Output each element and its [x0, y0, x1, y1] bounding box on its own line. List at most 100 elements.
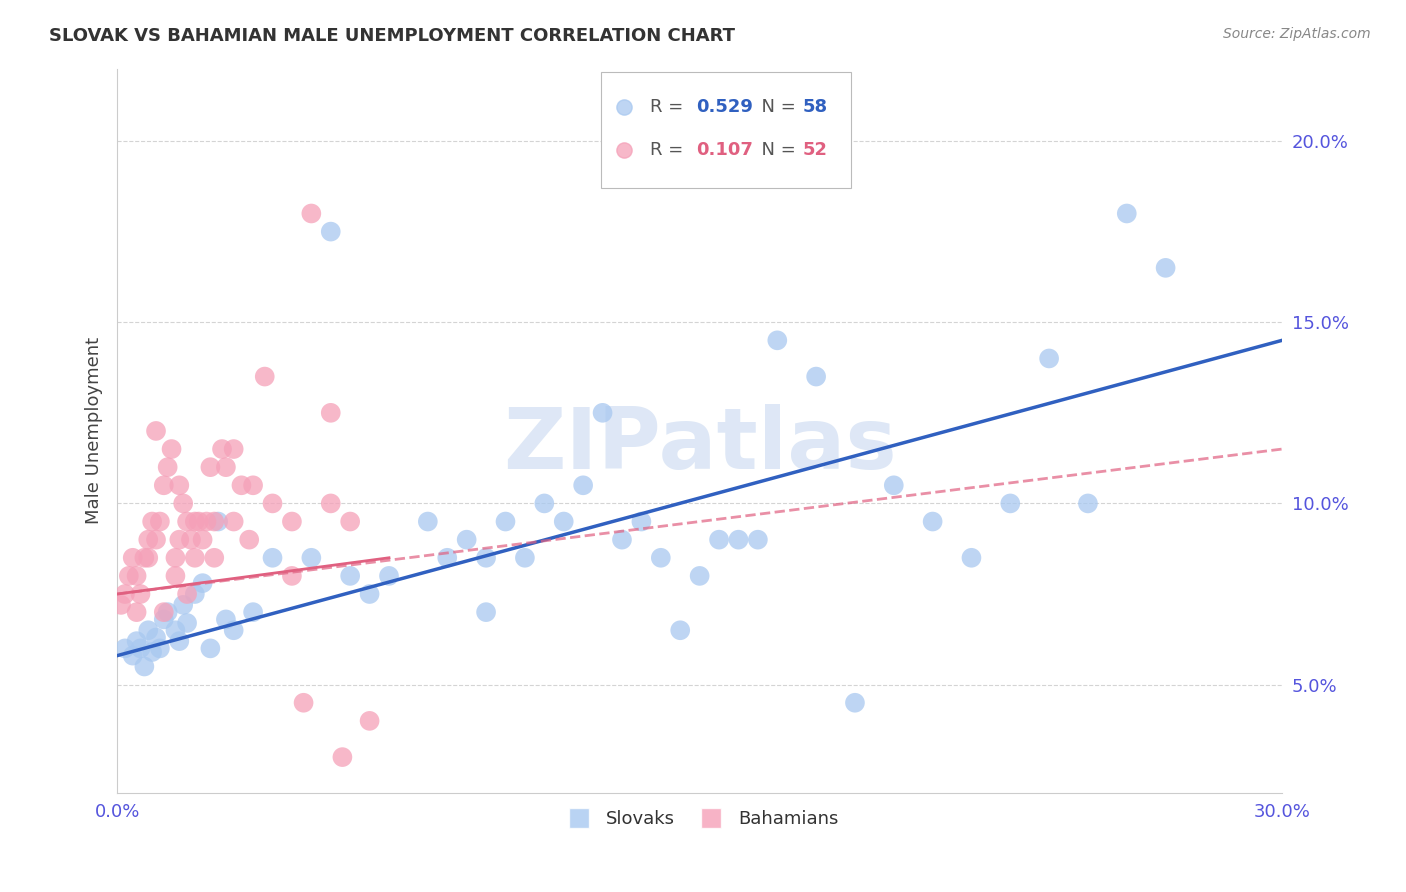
Point: [339, 515, 361, 529]
Point: [125, 634, 148, 648]
Point: [136, 550, 159, 565]
Point: [202, 550, 225, 565]
Point: [553, 515, 575, 529]
Point: [165, 550, 187, 565]
Point: [262, 496, 284, 510]
Point: [222, 442, 245, 456]
Point: [160, 442, 183, 456]
Point: [165, 569, 187, 583]
Point: [416, 515, 439, 529]
Point: [707, 533, 730, 547]
Point: [1115, 206, 1137, 220]
Point: [572, 478, 595, 492]
Point: [207, 515, 229, 529]
Point: [1077, 496, 1099, 510]
Point: [359, 587, 381, 601]
Point: [727, 533, 749, 547]
Point: [169, 478, 191, 492]
Point: [222, 624, 245, 638]
Point: [299, 206, 322, 220]
Point: [689, 569, 711, 583]
Point: [262, 550, 284, 565]
Y-axis label: Male Unemployment: Male Unemployment: [86, 337, 103, 524]
Point: [114, 587, 136, 601]
Point: [149, 641, 172, 656]
Point: [156, 460, 179, 475]
Point: [281, 515, 304, 529]
Point: [238, 533, 260, 547]
Point: [184, 515, 207, 529]
Point: [156, 605, 179, 619]
Point: [129, 641, 152, 656]
Text: 0.529: 0.529: [696, 98, 754, 116]
Point: [211, 442, 233, 456]
Point: [319, 225, 342, 239]
Text: 52: 52: [803, 142, 827, 160]
Legend: Slovaks, Bahamians: Slovaks, Bahamians: [554, 803, 846, 835]
Point: [149, 515, 172, 529]
Point: [184, 550, 207, 565]
Text: ZIPatlas: ZIPatlas: [503, 404, 897, 487]
Point: [129, 587, 152, 601]
Point: [200, 641, 222, 656]
Point: [844, 696, 866, 710]
Point: [436, 550, 458, 565]
Point: [152, 478, 174, 492]
Point: [195, 515, 218, 529]
Point: [630, 515, 652, 529]
Point: [747, 533, 769, 547]
Point: [242, 605, 264, 619]
Point: [169, 634, 191, 648]
Point: [592, 406, 614, 420]
Point: [378, 569, 401, 583]
Point: [187, 515, 209, 529]
Point: [650, 550, 672, 565]
Point: [533, 496, 555, 510]
Point: [292, 696, 315, 710]
Point: [253, 369, 276, 384]
Point: [281, 569, 304, 583]
Point: [145, 533, 167, 547]
Point: [495, 515, 517, 529]
Point: [114, 641, 136, 656]
Point: [125, 569, 148, 583]
Point: [242, 478, 264, 492]
Point: [921, 515, 943, 529]
Point: [145, 424, 167, 438]
Point: [960, 550, 983, 565]
Point: [339, 569, 361, 583]
Point: [475, 605, 498, 619]
Point: [202, 515, 225, 529]
Point: [475, 550, 498, 565]
Point: [610, 533, 633, 547]
Point: [136, 533, 159, 547]
Point: [176, 615, 198, 630]
Point: [332, 750, 354, 764]
Point: [121, 648, 143, 663]
Point: [169, 533, 191, 547]
Point: [299, 550, 322, 565]
Point: [180, 533, 202, 547]
Point: [513, 550, 536, 565]
Point: [141, 515, 163, 529]
Point: [121, 550, 143, 565]
Point: [136, 624, 159, 638]
Text: SLOVAK VS BAHAMIAN MALE UNEMPLOYMENT CORRELATION CHART: SLOVAK VS BAHAMIAN MALE UNEMPLOYMENT COR…: [49, 27, 735, 45]
Point: [152, 612, 174, 626]
FancyBboxPatch shape: [600, 72, 851, 188]
Point: [176, 587, 198, 601]
Point: [1038, 351, 1060, 366]
Point: [359, 714, 381, 728]
Point: [766, 334, 789, 348]
Text: R =: R =: [650, 142, 689, 160]
Point: [191, 533, 214, 547]
Point: [176, 515, 198, 529]
Point: [184, 587, 207, 601]
Point: [319, 406, 342, 420]
Point: [172, 496, 194, 510]
Point: [1154, 260, 1177, 275]
Point: [231, 478, 253, 492]
Point: [669, 624, 692, 638]
Point: [118, 569, 141, 583]
Point: [134, 550, 156, 565]
